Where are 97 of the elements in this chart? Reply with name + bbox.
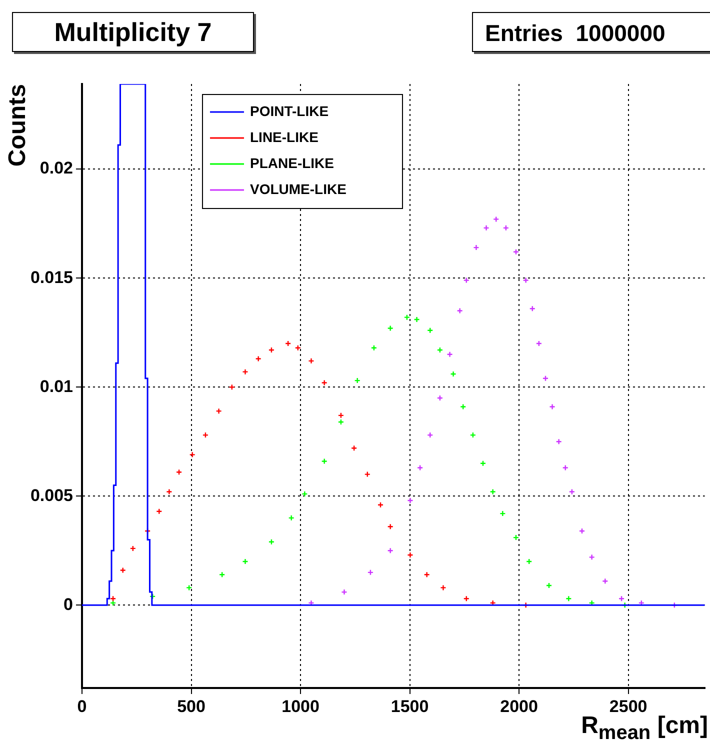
text: Entries 1000000 bbox=[472, 12, 710, 52]
point bbox=[130, 545, 136, 552]
point bbox=[500, 510, 506, 517]
point bbox=[463, 277, 470, 284]
point bbox=[321, 458, 328, 464]
point bbox=[460, 404, 466, 410]
point bbox=[120, 567, 126, 574]
point bbox=[546, 582, 552, 589]
point bbox=[568, 488, 576, 495]
point bbox=[480, 460, 486, 467]
point bbox=[387, 524, 394, 530]
point bbox=[189, 452, 196, 458]
point bbox=[110, 596, 116, 602]
point bbox=[588, 554, 595, 560]
x-tick-label: 1000 bbox=[282, 696, 320, 716]
x-tick-label: 1500 bbox=[390, 696, 429, 716]
point bbox=[338, 418, 344, 426]
point bbox=[377, 502, 384, 508]
point bbox=[470, 432, 476, 438]
point bbox=[364, 471, 370, 478]
point bbox=[416, 464, 424, 471]
y-tick-label: 0.005 bbox=[30, 486, 73, 505]
legend-label: PLANE-LIKE bbox=[250, 154, 334, 171]
point bbox=[542, 375, 549, 382]
point bbox=[578, 528, 586, 534]
point bbox=[367, 569, 374, 576]
point bbox=[156, 508, 162, 514]
point bbox=[490, 488, 496, 495]
point bbox=[522, 277, 529, 284]
point bbox=[562, 464, 568, 471]
point bbox=[512, 248, 520, 255]
x-tick-label: 0 bbox=[77, 696, 87, 716]
chart-title: Multiplicity 7 bbox=[12, 12, 254, 52]
point bbox=[493, 216, 500, 222]
point bbox=[502, 224, 510, 232]
point bbox=[407, 497, 414, 504]
point bbox=[450, 370, 456, 378]
point bbox=[427, 432, 434, 438]
y-axis-title: Counts bbox=[4, 84, 32, 167]
point bbox=[424, 572, 430, 578]
point bbox=[228, 384, 236, 390]
point bbox=[618, 596, 625, 602]
point bbox=[149, 593, 156, 600]
point bbox=[268, 538, 275, 546]
point bbox=[350, 445, 358, 452]
point bbox=[456, 308, 463, 314]
point bbox=[427, 327, 434, 334]
point bbox=[202, 432, 209, 438]
y-tick-label: 0.02 bbox=[40, 158, 73, 178]
point bbox=[218, 572, 226, 578]
y-tick-label: 0 bbox=[64, 594, 73, 614]
point bbox=[404, 314, 410, 320]
legend-label: LINE-LIKE bbox=[250, 128, 318, 145]
y-tick-label: 0.015 bbox=[30, 268, 73, 287]
point bbox=[414, 316, 420, 323]
point bbox=[242, 368, 248, 375]
point bbox=[602, 578, 608, 584]
point bbox=[176, 469, 182, 476]
point bbox=[440, 584, 446, 591]
point bbox=[566, 596, 572, 602]
point bbox=[387, 548, 394, 554]
point bbox=[473, 244, 480, 251]
point bbox=[308, 358, 314, 364]
point bbox=[387, 325, 394, 332]
point bbox=[446, 351, 453, 358]
point bbox=[268, 346, 275, 354]
point bbox=[463, 596, 470, 602]
point bbox=[407, 552, 414, 558]
point bbox=[288, 514, 294, 522]
legend-label: VOLUME-LIKE bbox=[250, 180, 346, 197]
point bbox=[302, 490, 308, 498]
point bbox=[110, 600, 116, 606]
y-tick-label: 0.01 bbox=[40, 376, 73, 396]
x-tick-label: 2000 bbox=[500, 696, 538, 716]
point bbox=[341, 588, 348, 596]
point bbox=[216, 408, 222, 414]
point bbox=[526, 558, 532, 565]
point bbox=[338, 412, 344, 419]
point bbox=[370, 344, 378, 351]
x-tick-label: 500 bbox=[177, 696, 206, 716]
point bbox=[436, 346, 444, 354]
legend-label: POINT-LIKE bbox=[250, 102, 329, 119]
point bbox=[321, 380, 328, 386]
point bbox=[556, 438, 562, 445]
point bbox=[354, 377, 360, 384]
point bbox=[529, 305, 536, 312]
point bbox=[536, 340, 542, 347]
point bbox=[242, 558, 248, 565]
point bbox=[436, 394, 444, 402]
point bbox=[186, 584, 192, 591]
point bbox=[166, 488, 172, 495]
point bbox=[294, 344, 302, 351]
point bbox=[284, 340, 292, 347]
point bbox=[512, 534, 520, 541]
point bbox=[549, 404, 556, 410]
point bbox=[483, 224, 490, 232]
point bbox=[255, 356, 262, 362]
